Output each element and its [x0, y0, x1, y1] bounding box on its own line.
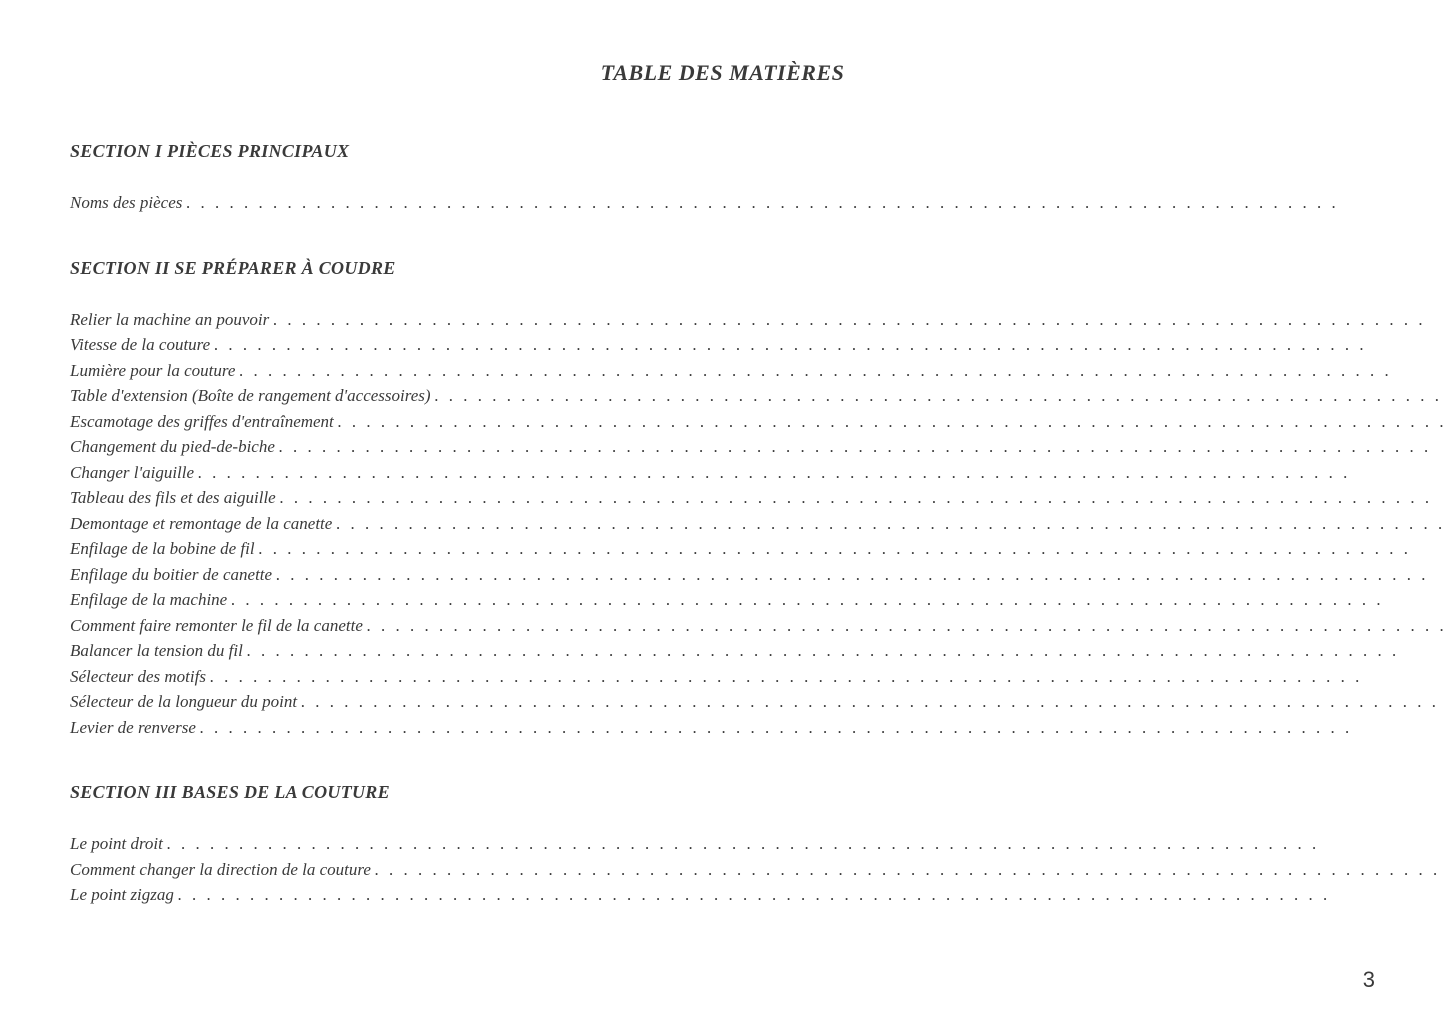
toc-entry: Relier la machine an pouvoir6	[70, 307, 1445, 333]
toc-entry-label: Enfilage du boitier de canette	[70, 562, 272, 588]
toc-entry: Enfilage du boitier de canette15	[70, 562, 1445, 588]
toc-entry: Tableau des fils et des aiguille12	[70, 485, 1445, 511]
toc-entry-label: Noms des pièces	[70, 190, 182, 216]
toc-entry-label: Le point droit	[70, 831, 163, 857]
toc-leader-dots	[375, 857, 1445, 883]
toc-entry-label: Changer l'aiguille	[70, 460, 194, 486]
toc-entry: Comment changer la direction de la coutu…	[70, 857, 1445, 883]
section-block: SECTION I PIÈCES PRINCIPAUX Noms des pièc…	[70, 141, 1445, 216]
toc-leader-dots	[338, 409, 1445, 435]
toc-entry: Changement du pied-de-biche10	[70, 434, 1445, 460]
toc-leader-dots	[186, 190, 1445, 216]
toc-entry-label: Demontage et remontage de la canette	[70, 511, 332, 537]
toc-leader-dots	[167, 831, 1445, 857]
toc-leader-dots	[214, 332, 1445, 358]
toc-entry-label: Escamotage des griffes d'entraînement	[70, 409, 334, 435]
left-column: SECTION I PIÈCES PRINCIPAUX Noms des pièc…	[70, 141, 1445, 950]
toc-entry-label: Tableau des fils et des aiguille	[70, 485, 276, 511]
toc-entry: Sélecteur des motifs19	[70, 664, 1445, 690]
toc-leader-dots	[301, 689, 1445, 715]
toc-entry-label: Comment changer la direction de la coutu…	[70, 857, 371, 883]
page-number: 3	[1363, 967, 1375, 993]
toc-entry-label: Table d'extension (Boîte de rangement d'…	[70, 383, 431, 409]
toc-entry: Changer l'aiguille11	[70, 460, 1445, 486]
toc-entry: Demontage et remontage de la canette13	[70, 511, 1445, 537]
toc-entry-label: Le point zigzag	[70, 882, 174, 908]
toc-entry-label: Sélecteur des motifs	[70, 664, 206, 690]
section-heading: SECTION I PIÈCES PRINCIPAUX	[70, 141, 1445, 162]
toc-entry: Comment faire remonter le fil de la cane…	[70, 613, 1445, 639]
toc-entry-label: Changement du pied-de-biche	[70, 434, 275, 460]
toc-leader-dots	[231, 587, 1445, 613]
section-heading: SECTION III BASES DE LA COUTURE	[70, 782, 1445, 803]
toc-entry-label: Enfilage de la machine	[70, 587, 227, 613]
toc-entry: Levier de renverse19	[70, 715, 1445, 741]
toc-leader-dots	[367, 613, 1445, 639]
toc-leader-dots	[273, 307, 1445, 333]
toc-entry-label: Balancer la tension du fil	[70, 638, 243, 664]
toc-leader-dots	[336, 511, 1445, 537]
toc-entry-label: Comment faire remonter le fil de la cane…	[70, 613, 363, 639]
section-block: SECTION III BASES DE LA COUTURE Le point …	[70, 782, 1445, 908]
toc-leader-dots	[279, 434, 1445, 460]
toc-leader-dots	[200, 715, 1445, 741]
toc-leader-dots	[280, 485, 1445, 511]
toc-entry: Lumière pour la couture7	[70, 358, 1445, 384]
toc-leader-dots	[247, 638, 1445, 664]
toc-entry: Sélecteur de la longueur du point19	[70, 689, 1445, 715]
toc-entry: Enfilage de la machine16	[70, 587, 1445, 613]
toc-entry: Noms des pièces4 à 5	[70, 190, 1445, 216]
toc-leader-dots	[435, 383, 1445, 409]
toc-entry: Le point droit20	[70, 831, 1445, 857]
page-title: TABLE DES MATIÈRES	[70, 60, 1375, 86]
toc-leader-dots	[210, 664, 1445, 690]
section-heading: SECTION II SE PRÉPARER À COUDRE	[70, 258, 1445, 279]
toc-leader-dots	[178, 882, 1445, 908]
toc-entry-label: Lumière pour la couture	[70, 358, 235, 384]
toc-leader-dots	[276, 562, 1445, 588]
toc-entry: Vitesse de la couture7	[70, 332, 1445, 358]
toc-entry-label: Enfilage de la bobine de fil	[70, 536, 255, 562]
toc-leader-dots	[198, 460, 1445, 486]
toc-entry: Balancer la tension du fil18	[70, 638, 1445, 664]
section-block: SECTION II SE PRÉPARER À COUDRE Relier la…	[70, 258, 1445, 741]
toc-leader-dots	[259, 536, 1445, 562]
toc-entry: Escamotage des griffes d'entraînement9	[70, 409, 1445, 435]
toc-entry: Le point zigzag21	[70, 882, 1445, 908]
toc-columns: SECTION I PIÈCES PRINCIPAUXNoms des pièc…	[70, 141, 1375, 950]
toc-entry: Enfilage de la bobine de fil14	[70, 536, 1445, 562]
toc-entry-label: Relier la machine an pouvoir	[70, 307, 269, 333]
toc-entry-label: Levier de renverse	[70, 715, 196, 741]
toc-entry: Table d'extension (Boîte de rangement d'…	[70, 383, 1445, 409]
toc-entry-label: Vitesse de la couture	[70, 332, 210, 358]
toc-entry-label: Sélecteur de la longueur du point	[70, 689, 297, 715]
toc-leader-dots	[239, 358, 1445, 384]
